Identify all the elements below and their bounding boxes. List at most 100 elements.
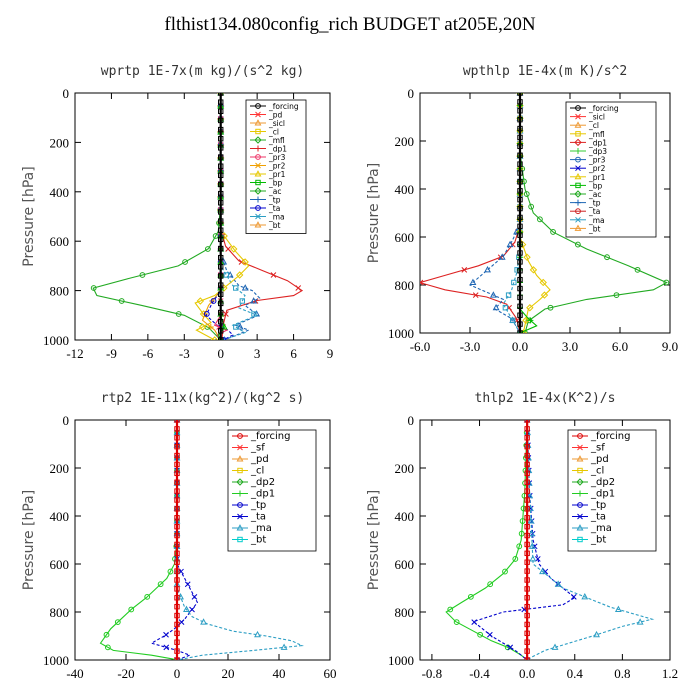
- data-point: [218, 154, 224, 160]
- panel-title: wprtp 1E-7x(m kg)/(s^2 kg): [101, 64, 305, 79]
- data-point: [218, 319, 224, 325]
- data-point: [218, 99, 224, 105]
- y-tick-label: 400: [50, 185, 70, 200]
- data-point: [218, 337, 224, 340]
- data-point: [524, 603, 530, 610]
- legend-label: _dp2: [250, 477, 275, 488]
- data-point: [517, 99, 523, 105]
- data-point: [524, 586, 530, 592]
- data-point: [527, 317, 534, 324]
- data-point: [103, 631, 110, 638]
- y-tick-label: 800: [50, 284, 70, 299]
- data-point: [174, 426, 180, 432]
- data-point: [218, 218, 224, 224]
- data-point: [570, 593, 577, 600]
- legend-box: [567, 429, 657, 552]
- data-point: [539, 278, 547, 287]
- legend-marker: [255, 162, 261, 169]
- y-tick-label: 600: [50, 234, 70, 249]
- data-point: [218, 309, 224, 316]
- legend-marker: [255, 128, 261, 135]
- y-tick-label: 400: [395, 182, 415, 197]
- series-forcing: [524, 420, 530, 660]
- data-point: [524, 621, 530, 628]
- data-point: [517, 196, 523, 203]
- data-point: [128, 606, 135, 613]
- legend-marker: [574, 172, 582, 180]
- legend-marker: [574, 190, 582, 198]
- data-point: [517, 152, 523, 158]
- panel-title: wpthlp 1E-4x(m K)/s^2: [463, 64, 627, 79]
- legend-label: _ta: [590, 512, 606, 523]
- data-point: [517, 241, 523, 247]
- data-point: [537, 216, 543, 223]
- legend-marker: [575, 131, 581, 137]
- data-point: [663, 279, 670, 286]
- legend-marker: [255, 205, 261, 211]
- data-point: [484, 265, 491, 273]
- series-line: [468, 93, 521, 333]
- x-tick-label: -6: [142, 346, 153, 361]
- legend: _forcing_sf_pd_cl_dp2_dp1_tp_ta_ma_bt: [567, 429, 657, 552]
- legend-marker: [237, 536, 243, 543]
- legend-marker: [254, 221, 262, 228]
- data-point: [524, 461, 530, 468]
- data-point: [157, 581, 164, 588]
- legend-label: _pr2: [268, 162, 286, 171]
- legend-marker: [255, 103, 261, 109]
- legend-label: _pr3: [268, 153, 286, 162]
- data-point: [477, 631, 484, 638]
- y-tick-label: 1000: [388, 653, 414, 668]
- data-point: [174, 603, 180, 610]
- x-tick-label: 0.8: [614, 666, 630, 681]
- legend-marker: [237, 467, 243, 474]
- legend-label: _pr1: [588, 173, 606, 182]
- legend-label: _ma: [268, 213, 285, 222]
- y-tick-label: 200: [50, 135, 70, 150]
- legend-marker: [577, 502, 583, 508]
- data-point: [524, 435, 530, 441]
- data-point: [218, 282, 224, 288]
- chart-panel-4: thlp2 1E-4x(K^2)/s Pressure [hPa] -0.8 -0.4…: [366, 391, 678, 681]
- legend-marker: [574, 138, 582, 147]
- data-point: [516, 543, 523, 550]
- data-point: [517, 276, 523, 283]
- data-point: [517, 134, 523, 141]
- legend-marker: [236, 478, 244, 486]
- legend-label: _cl: [588, 121, 599, 130]
- plot-frame: [419, 419, 671, 661]
- legend-label: _pd: [268, 111, 283, 120]
- data-point: [218, 108, 224, 114]
- legend-marker: [575, 216, 581, 223]
- data-point: [636, 618, 644, 625]
- data-point: [174, 577, 180, 583]
- data-point: [521, 606, 528, 613]
- x-tick-label: 0: [217, 346, 224, 361]
- data-point: [174, 612, 180, 619]
- data-point: [517, 214, 523, 221]
- data-point: [189, 606, 195, 613]
- data-point: [174, 515, 180, 521]
- data-point: [517, 108, 523, 114]
- data-point: [174, 657, 180, 660]
- y-tick-label: 0: [63, 413, 70, 428]
- legend-marker: [575, 199, 581, 206]
- y-tick-label: 0: [63, 86, 70, 101]
- data-point: [447, 606, 454, 613]
- data-point: [239, 298, 246, 304]
- data-point: [467, 593, 474, 600]
- data-point: [114, 619, 121, 626]
- legend: _forcing_sicl_cl_mfl_dp1_dp3_pr3_pr2_pr1…: [565, 101, 657, 238]
- data-point: [174, 461, 180, 468]
- legend-marker: [577, 490, 583, 497]
- legend-label: _dp2: [590, 477, 615, 488]
- y-tick-label: 200: [395, 461, 415, 476]
- legend-marker: [255, 179, 261, 186]
- data-point: [218, 181, 224, 188]
- data-point: [524, 577, 530, 583]
- legend-label: _forcing: [268, 102, 299, 111]
- y-axis-label: Pressure [hPa]: [366, 490, 382, 590]
- series-dp1: [445, 420, 531, 660]
- data-point: [517, 125, 523, 132]
